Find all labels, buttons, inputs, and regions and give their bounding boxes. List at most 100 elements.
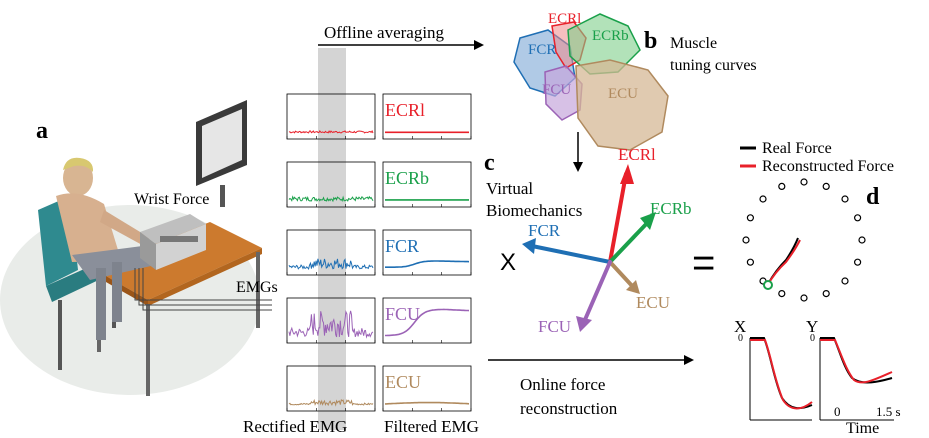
vector-fcu-head — [576, 316, 592, 332]
time-axis-zero: 0 — [834, 404, 841, 419]
rectified-emg-box — [286, 229, 376, 276]
tuning-label-fcu: FCU — [542, 82, 571, 98]
vector-label-fcr: FCR — [528, 221, 561, 240]
virtual-label-1: Virtual — [486, 179, 533, 198]
target-dot — [800, 294, 808, 302]
filtered-emg-label-fcu: FCU — [385, 304, 420, 324]
time-plot-x — [749, 337, 813, 421]
target-ring — [742, 178, 866, 302]
rectified-emg-label: Rectified EMG — [243, 417, 347, 436]
rectified-emg-trace-ecrb — [288, 195, 374, 203]
time-plot-x-zero: 0 — [738, 333, 743, 344]
tuning-curve-ecrb — [567, 13, 641, 75]
filtered-emg-label-ecrl: ECRl — [385, 100, 425, 120]
target-dot — [858, 236, 866, 244]
emgs-label: EMGs — [236, 279, 278, 296]
vector-fcu — [582, 260, 612, 324]
panel-label-b: b — [644, 28, 657, 54]
target-dot — [759, 195, 767, 203]
time-plot-y-zero: 0 — [810, 333, 815, 344]
tuning-label-ecrb: ECRb — [592, 28, 629, 44]
averaging-window — [318, 48, 346, 430]
equals-sign: = — [692, 241, 715, 285]
rectified-emg-trace-ecu — [288, 398, 374, 407]
monitor-icon — [196, 100, 247, 207]
target-dot — [778, 182, 786, 190]
vector-ecu-head — [626, 280, 640, 294]
offline-averaging-label: Offline averaging — [324, 23, 445, 42]
target-dot — [822, 290, 830, 298]
subject-illustration — [0, 100, 272, 396]
tuning-label-fcr: FCR — [528, 42, 556, 58]
start-target — [763, 280, 773, 290]
filtered-emg-trace-fcr — [385, 260, 470, 268]
time-axis-end: 1.5 s — [876, 404, 901, 419]
legend-reconstructed-label: Reconstructed Force — [762, 158, 894, 175]
filtered-emg-label: Filtered EMG — [384, 417, 479, 436]
target-dot — [841, 277, 849, 285]
rectified-emg-box — [286, 161, 376, 208]
vector-ecu — [608, 260, 636, 290]
virtual-label-2: Biomechanics — [486, 201, 582, 220]
muscle-tuning-label-1: Muscle — [670, 35, 717, 52]
tuning-curve-ecu — [575, 59, 669, 151]
target-dot — [822, 182, 830, 190]
filtered-emg-box — [382, 297, 472, 344]
vector-fcr-head — [522, 238, 536, 254]
rectified-emg-trace-ecrl — [288, 129, 374, 134]
time-plot-x-label: X — [734, 317, 746, 336]
target-dot — [746, 258, 755, 266]
emg-traces: ECRl ECRb FCR FCU ECU — [286, 93, 472, 412]
tuning-label-ecrl: ECRl — [548, 11, 581, 27]
target-dot — [746, 214, 755, 222]
filtered-emg-trace-ecu — [385, 401, 470, 405]
rectified-emg-box — [286, 93, 376, 140]
rectified-emg-trace-fcu — [288, 309, 374, 339]
wrist-device-icon — [140, 214, 206, 270]
vector-label-ecu: ECU — [636, 293, 670, 312]
time-axis-label: Time — [846, 420, 879, 437]
rectified-emg-trace-fcr — [288, 258, 374, 270]
force-vectors — [522, 164, 656, 332]
filtered-emg-label-fcr: FCR — [385, 236, 419, 256]
person-icon — [56, 157, 168, 340]
target-dot — [853, 214, 862, 222]
tuning-label-ecu: ECU — [608, 86, 638, 102]
target-dot — [853, 258, 862, 266]
online-label-2: reconstruction — [520, 399, 618, 418]
trajectory-reconstructed — [766, 239, 801, 287]
filtered-emg-trace-fcu — [385, 308, 470, 337]
panel-label-c: c — [484, 150, 495, 176]
time-y-reconstructed — [820, 339, 893, 384]
rectified-emg-box — [286, 297, 376, 344]
target-dot — [778, 290, 786, 298]
muscle-tuning-label-2: tuning curves — [670, 57, 757, 74]
vector-ecrl — [608, 172, 628, 264]
vector-label-fcu: FCU — [538, 317, 571, 336]
filtered-emg-label-ecu: ECU — [385, 372, 421, 392]
trajectory — [763, 237, 801, 290]
emg-wires — [134, 268, 272, 311]
vector-ecrb — [608, 218, 652, 264]
time-x-reconstructed — [750, 339, 813, 410]
filtered-emg-label-ecrb: ECRb — [385, 168, 429, 188]
target-dot — [800, 178, 808, 186]
vector-label-ecrl: ECRl — [618, 145, 656, 164]
panel-label-d: d — [866, 184, 880, 210]
online-label-1: Online force — [520, 375, 605, 394]
time-plot-y — [819, 337, 894, 421]
vector-ecrb-head — [640, 212, 656, 230]
wrist-force-label: Wrist Force — [134, 191, 209, 208]
time-plot-y-label: Y — [806, 317, 818, 336]
target-dot — [742, 236, 750, 244]
rectified-emg-box — [286, 365, 376, 412]
vector-label-ecrb: ECRb — [650, 199, 692, 218]
times-sign: X — [500, 249, 516, 276]
vector-ecrl-head — [620, 164, 634, 184]
panel-label-a: a — [36, 118, 48, 144]
tuning-curves: ECRl ECRb FCR FCU ECU — [513, 11, 669, 151]
target-dot — [841, 195, 849, 203]
legend-real-label: Real Force — [762, 140, 832, 157]
vector-fcr — [530, 244, 612, 264]
